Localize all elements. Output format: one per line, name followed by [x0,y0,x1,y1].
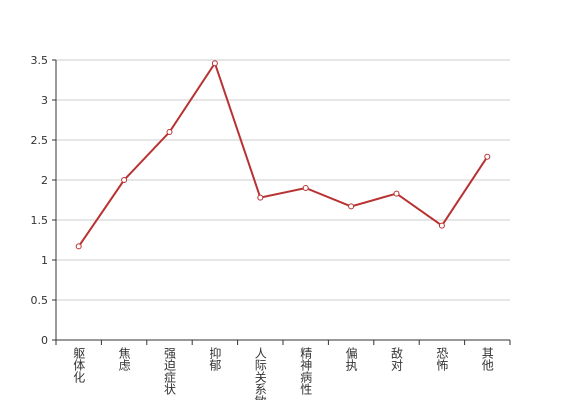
y-tick-label: 0 [41,334,48,347]
x-tick-label: 强迫症状 [163,347,177,395]
x-tick-label: 精神病性 [299,347,313,396]
x-tick-label: 敌对 [390,346,404,371]
point [166,129,173,135]
y-tick-label: 2.5 [31,134,49,147]
point [438,222,445,229]
y-tick-label: 1 [41,254,48,267]
point [302,185,309,191]
x-tick-label: 其他 [480,347,494,371]
x-tick-label: 抑郁 [208,346,222,372]
y-tick-label: 1.5 [31,214,49,227]
point [257,194,264,201]
point [348,203,355,210]
point [484,153,491,160]
y-tick-label: 3 [41,94,48,107]
y-tick-label: 2 [41,174,48,187]
x-tick-label: 人际关系敏感 [253,347,267,400]
x-tick-label: 躯体化 [72,346,86,384]
point [75,243,82,250]
x-tick-label: 偏执 [344,346,358,372]
point [121,177,128,183]
point [393,190,400,197]
y-tick-label: 3.5 [31,54,49,67]
point [211,60,218,67]
y-tick-label: 0.5 [31,294,49,307]
x-tick-label: 焦虑 [117,347,131,371]
x-tick-label: 恐怖 [435,347,449,371]
series-line [77,60,489,247]
